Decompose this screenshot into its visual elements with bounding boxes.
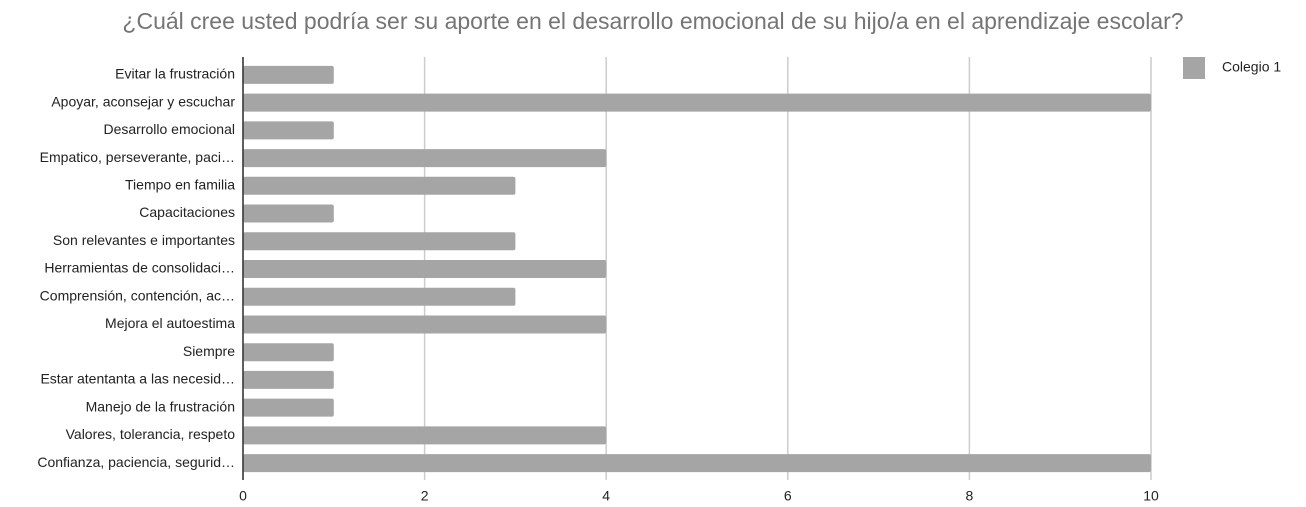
bar <box>243 176 516 195</box>
x-tick-label: 8 <box>966 488 974 504</box>
y-tick-label: Evitar la frustración <box>115 66 235 82</box>
x-tick-label: 0 <box>239 488 247 504</box>
y-tick-label: Estar atentanta a las necesid… <box>40 371 235 387</box>
y-tick-label: Tiempo en familia <box>125 177 235 193</box>
chart-title: ¿Cuál cree usted podría ser su aporte en… <box>122 8 1183 34</box>
y-tick-label: Empatico, perseverante, paci… <box>40 149 235 165</box>
bar <box>243 343 334 362</box>
bar <box>243 315 607 334</box>
bar <box>243 121 334 140</box>
y-tick-label: Son relevantes e importantes <box>53 232 235 248</box>
y-tick-label: Comprensión, contención, ac… <box>40 287 235 303</box>
y-tick-label: Siempre <box>183 343 235 359</box>
y-tick-label: Desarrollo emocional <box>103 121 235 137</box>
bar <box>243 204 334 223</box>
bar <box>243 287 516 306</box>
y-tick-label: Manejo de la frustración <box>86 398 235 414</box>
bar <box>243 260 607 278</box>
bar <box>243 370 334 389</box>
bar <box>243 232 516 251</box>
y-tick-label: Mejora el autoestima <box>105 315 235 331</box>
bar <box>243 65 334 84</box>
x-tick-label: 10 <box>1143 488 1159 504</box>
y-tick-label: Capacitaciones <box>139 204 235 220</box>
y-tick-label: Confianza, paciencia, segurid… <box>37 454 235 470</box>
y-tick-label: Herramientas de consolidaci… <box>44 260 235 276</box>
bar <box>243 149 607 168</box>
legend-swatch <box>1183 57 1205 79</box>
x-tick-label: 6 <box>784 488 792 504</box>
bar <box>243 93 1151 112</box>
x-tick-label: 2 <box>421 488 429 504</box>
x-tick-label: 4 <box>602 488 610 504</box>
y-tick-label: Apoyar, aconsejar y escuchar <box>51 93 235 109</box>
bar <box>243 426 607 445</box>
bar <box>243 398 334 417</box>
legend-label: Colegio 1 <box>1222 59 1281 75</box>
y-tick-label: Valores, tolerancia, respeto <box>66 426 236 442</box>
bar <box>243 454 1151 473</box>
